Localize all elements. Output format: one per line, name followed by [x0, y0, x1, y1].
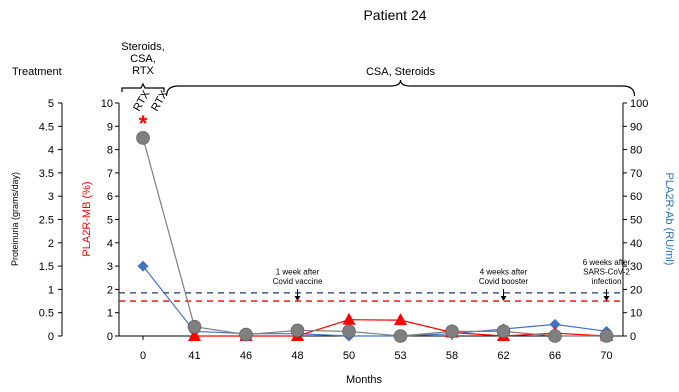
- data-point-pla2r-ab: [137, 260, 149, 272]
- data-point-proteinuria: [290, 323, 305, 338]
- data-point-pla2r-mb: [188, 329, 201, 341]
- right-y-tick-label: 20: [630, 284, 642, 296]
- data-point-pla2r-mb: [394, 313, 407, 326]
- annotation-text: Covid booster: [479, 277, 529, 286]
- x-tick-label: 0: [140, 350, 146, 362]
- y-axis-label-left: Proteinuria (grams/day): [10, 172, 20, 266]
- inner-y-tick-label: 8: [107, 145, 113, 157]
- left-y-tick-label: 3.5: [39, 168, 54, 180]
- right-y-tick-label: 70: [630, 168, 642, 180]
- inner-y-tick-label: 1: [107, 308, 113, 320]
- left-y-tick-label: 4: [48, 145, 54, 157]
- left-y-tick-label: 5: [48, 98, 54, 110]
- annotation-text: SARS-CoV-2: [583, 268, 630, 277]
- left-y-tick-label: 1.5: [39, 261, 54, 273]
- y-axis-label-right: PLA2R-Ab (RU/ml): [663, 173, 675, 266]
- series-line-circle: [142, 137, 607, 337]
- data-point-proteinuria: [445, 324, 459, 339]
- x-tick-label: 50: [343, 350, 355, 362]
- data-point-proteinuria: [496, 324, 511, 339]
- inner-y-tick-label: 5: [107, 215, 113, 227]
- left-y-tick-label: 2.5: [39, 215, 54, 227]
- treatment-bracket-1: [121, 82, 165, 92]
- inner-y-tick-label: 2: [107, 284, 113, 296]
- y-axis-label-inner: PLA2R-MB (%): [81, 181, 93, 256]
- right-y-tick-label: 30: [630, 261, 642, 273]
- x-tick-label: 46: [240, 350, 252, 362]
- left-y-tick-label: 2: [48, 238, 54, 250]
- series-line-diamond: [142, 265, 607, 337]
- inner-y-tick-label: 6: [107, 191, 113, 203]
- inner-y-tick-label: 3: [107, 261, 113, 273]
- data-point-proteinuria: [342, 324, 356, 339]
- right-y-tick-label: 90: [630, 121, 642, 133]
- right-y-tick-label: 0: [630, 331, 636, 343]
- left-y-tick-label: 1: [48, 284, 54, 296]
- x-axis-label: Months: [346, 374, 383, 386]
- right-y-tick-label: 40: [630, 238, 642, 250]
- x-tick-label: 48: [291, 350, 303, 362]
- left-y-tick-label: 0: [48, 331, 54, 343]
- annotation-text: 1 week after: [276, 268, 320, 277]
- annotation-text: 4 weeks after: [480, 268, 528, 277]
- x-tick-label: 41: [188, 350, 200, 362]
- data-point-pla2r-mb: [342, 312, 356, 325]
- data-point-proteinuria: [187, 319, 202, 334]
- x-tick-label: 70: [600, 350, 612, 362]
- treatment-text-2: CSA, Steroids: [366, 66, 436, 78]
- data-point-pla2r-ab: [549, 318, 561, 330]
- rtx-label: RTX: [131, 88, 153, 113]
- x-tick-label: 62: [497, 350, 509, 362]
- left-y-tick-label: 4.5: [39, 121, 54, 133]
- chart-title: Patient 24: [363, 7, 426, 23]
- x-tick-label: 58: [446, 350, 458, 362]
- annotation-text: Covid vaccine: [273, 277, 323, 286]
- right-y-tick-label: 80: [630, 145, 642, 157]
- inner-y-tick-label: 10: [101, 98, 113, 110]
- inner-y-tick-label: 9: [107, 121, 113, 133]
- inner-y-tick-label: 7: [107, 168, 113, 180]
- annotation-text: infection: [592, 277, 622, 286]
- annotation-arrowhead: [603, 296, 610, 301]
- left-y-tick-label: 0.5: [39, 308, 54, 320]
- treatment-label: Treatment: [12, 66, 62, 78]
- right-y-tick-label: 100: [630, 98, 648, 110]
- annotation-arrowhead: [500, 296, 507, 301]
- annotation-arrowhead: [294, 296, 301, 301]
- left-y-tick-label: 3: [48, 191, 54, 203]
- inner-y-tick-label: 4: [107, 238, 113, 250]
- right-y-tick-label: 60: [630, 191, 642, 203]
- treatment-text-1: RTX: [132, 65, 154, 77]
- asterisk-marker: *: [139, 111, 148, 136]
- x-tick-label: 66: [549, 350, 561, 362]
- inner-y-tick-label: 0: [107, 331, 113, 343]
- treatment-text-1: CSA,: [130, 53, 156, 65]
- treatment-text-1: Steroids,: [121, 41, 164, 53]
- right-y-tick-label: 10: [630, 308, 642, 320]
- data-point-proteinuria: [393, 329, 408, 343]
- annotation-text: 6 weeks after: [583, 258, 631, 267]
- data-point-proteinuria: [548, 329, 562, 343]
- data-point-proteinuria: [239, 327, 253, 342]
- right-y-tick-label: 50: [630, 215, 642, 227]
- treatment-brace-2: [165, 79, 636, 97]
- data-point-proteinuria: [136, 131, 150, 145]
- x-tick-label: 53: [394, 350, 406, 362]
- data-point-proteinuria: [599, 329, 614, 343]
